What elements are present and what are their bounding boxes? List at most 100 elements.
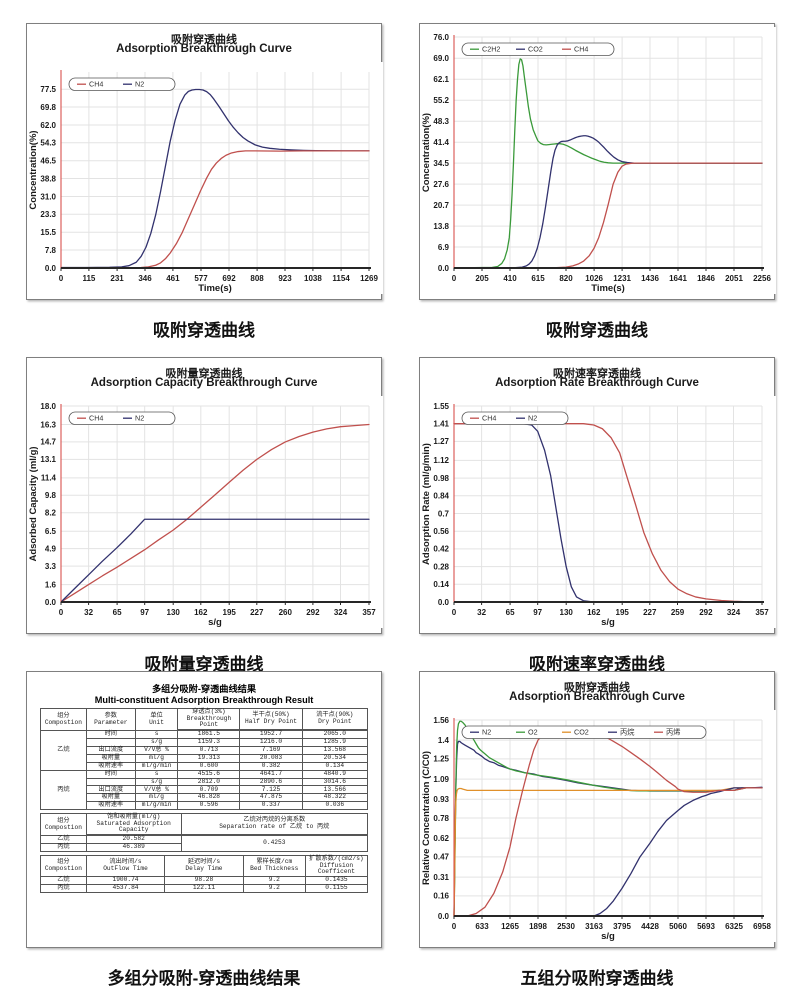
svg-text:20.7: 20.7 (433, 201, 449, 210)
svg-text:65: 65 (506, 608, 515, 617)
svg-text:Adsorbed Capacity (ml/g): Adsorbed Capacity (ml/g) (28, 446, 39, 561)
svg-text:1846: 1846 (697, 274, 715, 283)
svg-text:1.09: 1.09 (433, 775, 449, 784)
svg-text:15.5: 15.5 (40, 228, 56, 237)
svg-text:4.9: 4.9 (45, 544, 57, 553)
svg-text:34.5: 34.5 (433, 159, 449, 168)
svg-text:32: 32 (84, 608, 93, 617)
svg-text:69.8: 69.8 (40, 103, 56, 112)
svg-text:195: 195 (616, 608, 630, 617)
svg-text:3.3: 3.3 (45, 562, 57, 571)
svg-text:227: 227 (643, 608, 657, 617)
svg-text:820: 820 (559, 274, 573, 283)
svg-text:0: 0 (452, 922, 457, 931)
svg-text:260: 260 (279, 608, 293, 617)
svg-text:6958: 6958 (753, 922, 771, 931)
svg-text:8.2: 8.2 (45, 509, 57, 518)
svg-text:CH4: CH4 (89, 414, 103, 423)
svg-text:Relative Concentration (C/C0): Relative Concentration (C/C0) (421, 751, 432, 885)
svg-text:259: 259 (671, 608, 685, 617)
svg-text:32: 32 (477, 608, 486, 617)
svg-text:1.12: 1.12 (433, 456, 449, 465)
svg-text:324: 324 (334, 608, 348, 617)
svg-text:16.3: 16.3 (40, 420, 56, 429)
svg-text:3795: 3795 (613, 922, 631, 931)
svg-text:0.47: 0.47 (433, 853, 449, 862)
svg-text:62.0: 62.0 (40, 121, 56, 130)
svg-text:38.8: 38.8 (40, 174, 56, 183)
svg-text:CO2: CO2 (528, 45, 543, 54)
svg-text:9.8: 9.8 (45, 491, 57, 500)
svg-text:65: 65 (113, 608, 122, 617)
svg-text:Time(s): Time(s) (198, 283, 232, 294)
svg-text:14.7: 14.7 (40, 438, 56, 447)
svg-text:205: 205 (475, 274, 489, 283)
svg-text:69.0: 69.0 (433, 54, 449, 63)
svg-text:5693: 5693 (697, 922, 715, 931)
svg-text:6325: 6325 (725, 922, 743, 931)
svg-text:CH4: CH4 (574, 45, 588, 54)
svg-text:0.56: 0.56 (433, 527, 449, 536)
svg-text:0: 0 (59, 274, 64, 283)
svg-text:7.8: 7.8 (45, 246, 57, 255)
svg-text:0.14: 0.14 (433, 580, 449, 589)
svg-text:Time(s): Time(s) (591, 283, 625, 294)
svg-text:CO2: CO2 (574, 728, 589, 737)
svg-text:54.3: 54.3 (40, 139, 56, 148)
svg-text:130: 130 (560, 608, 574, 617)
svg-text:18.0: 18.0 (40, 402, 56, 411)
svg-text:2530: 2530 (557, 922, 575, 931)
svg-text:227: 227 (250, 608, 264, 617)
svg-text:N2: N2 (135, 414, 144, 423)
svg-text:633: 633 (475, 922, 489, 931)
svg-text:N2: N2 (528, 414, 537, 423)
svg-text:Adsorption Rate (ml/g/min): Adsorption Rate (ml/g/min) (421, 443, 432, 565)
svg-text:615: 615 (531, 274, 545, 283)
svg-text:97: 97 (140, 608, 149, 617)
svg-text:162: 162 (587, 608, 601, 617)
svg-text:Concentration(%): Concentration(%) (421, 113, 432, 192)
svg-text:0.31: 0.31 (433, 873, 449, 882)
svg-text:41.4: 41.4 (433, 138, 449, 147)
svg-text:1436: 1436 (641, 274, 659, 283)
svg-text:0.16: 0.16 (433, 892, 449, 901)
svg-text:0.78: 0.78 (433, 814, 449, 823)
svg-text:31.0: 31.0 (40, 192, 56, 201)
svg-text:丙烷: 丙烷 (620, 728, 634, 737)
svg-text:0.98: 0.98 (433, 474, 449, 483)
svg-text:0.84: 0.84 (433, 492, 449, 501)
svg-text:324: 324 (727, 608, 741, 617)
svg-text:1026: 1026 (585, 274, 603, 283)
svg-text:2256: 2256 (753, 274, 771, 283)
svg-text:62.1: 62.1 (433, 75, 449, 84)
svg-text:6.5: 6.5 (45, 527, 57, 536)
svg-text:1.41: 1.41 (433, 420, 449, 429)
svg-text:577: 577 (194, 274, 208, 283)
svg-text:N2: N2 (135, 80, 144, 89)
svg-text:0.42: 0.42 (433, 545, 449, 554)
svg-text:Concentration(%): Concentration(%) (28, 130, 39, 209)
svg-text:23.3: 23.3 (40, 210, 56, 219)
svg-text:丙烯: 丙烯 (666, 728, 680, 737)
svg-text:923: 923 (278, 274, 292, 283)
svg-text:5060: 5060 (669, 922, 687, 931)
svg-text:77.5: 77.5 (40, 85, 56, 94)
svg-text:1.4: 1.4 (438, 736, 450, 745)
svg-text:410: 410 (503, 274, 517, 283)
svg-text:s/g: s/g (208, 617, 222, 628)
svg-text:3163: 3163 (585, 922, 603, 931)
svg-text:13.8: 13.8 (433, 222, 449, 231)
svg-text:0.0: 0.0 (45, 598, 57, 607)
svg-text:46.5: 46.5 (40, 157, 56, 166)
svg-text:0.0: 0.0 (438, 598, 450, 607)
svg-text:N2: N2 (482, 728, 491, 737)
svg-text:1265: 1265 (501, 922, 519, 931)
svg-text:76.0: 76.0 (433, 33, 449, 42)
svg-text:0.0: 0.0 (438, 264, 450, 273)
svg-text:1.55: 1.55 (433, 402, 449, 411)
svg-text:1.27: 1.27 (433, 437, 449, 446)
svg-text:s/g: s/g (601, 931, 615, 942)
svg-text:1154: 1154 (332, 274, 350, 283)
svg-text:13.1: 13.1 (40, 455, 56, 464)
svg-text:1231: 1231 (613, 274, 631, 283)
